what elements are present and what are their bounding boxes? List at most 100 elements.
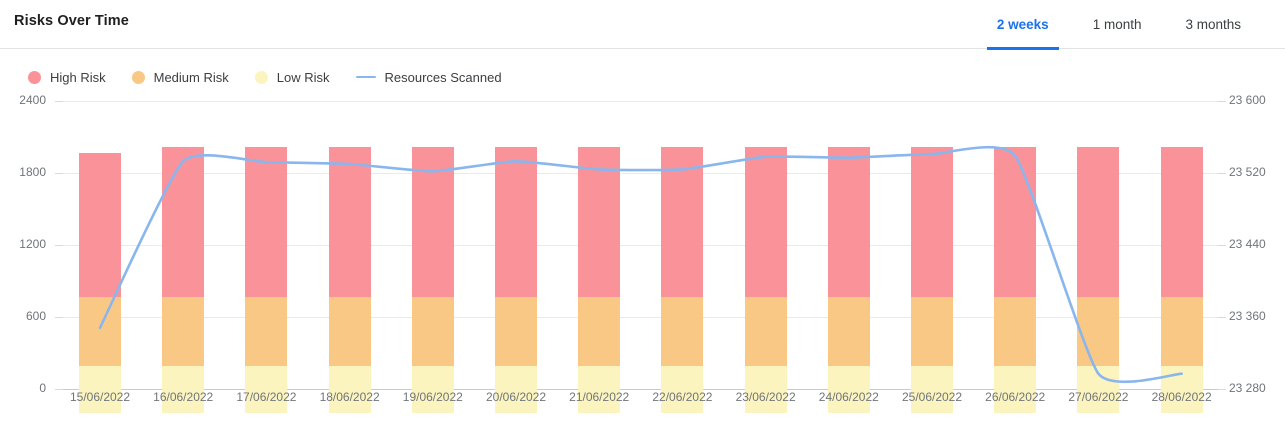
bar-segment-high-risk (495, 146, 537, 297)
stacked-bar[interactable] (1160, 146, 1203, 413)
chart-legend: High Risk Medium Risk Low Risk Resources… (0, 49, 1285, 91)
x-axis-label: 17/06/2022 (236, 390, 297, 404)
legend-label-resources-scanned: Resources Scanned (384, 69, 502, 85)
x-axis-label: 21/06/2022 (569, 390, 630, 404)
bar-segment-medium-risk (994, 296, 1037, 366)
bar-segment-medium-risk (744, 296, 787, 366)
bar-segment-medium-risk (79, 296, 121, 366)
y-axis-tick (55, 317, 63, 318)
x-axis-label: 16/06/2022 (153, 390, 214, 404)
stacked-bar[interactable] (245, 146, 288, 413)
y-axis-tick (55, 173, 63, 174)
x-axis-label: 24/06/2022 (818, 390, 879, 404)
y-axis-tick (1218, 389, 1226, 390)
stacked-bar[interactable] (411, 146, 454, 413)
legend-label-low-risk: Low Risk (276, 69, 330, 85)
bar-segment-medium-risk (162, 296, 205, 366)
bar-segment-high-risk (661, 146, 704, 297)
y-axis-right-label: 23 360 (1229, 309, 1266, 323)
stacked-bar[interactable] (328, 146, 371, 413)
legend-swatch-resources-scanned (355, 75, 376, 79)
y-axis-tick (55, 245, 63, 246)
y-axis-left-label: 0 (39, 381, 46, 395)
x-axis-label: 19/06/2022 (402, 390, 463, 404)
y-axis-right-label: 23 280 (1229, 381, 1266, 395)
x-axis-label: 27/06/2022 (1068, 390, 1129, 404)
stacked-bar[interactable] (994, 146, 1037, 413)
y-axis-left-label: 1800 (19, 165, 46, 179)
y-axis-right-label: 23 440 (1229, 237, 1266, 251)
stacked-bar[interactable] (79, 152, 121, 413)
gridline (63, 173, 1222, 174)
bar-segment-high-risk (827, 146, 870, 297)
x-axis-label: 20/06/2022 (485, 390, 547, 404)
stacked-bar[interactable] (911, 146, 953, 413)
y-axis-left-label: 1200 (19, 237, 46, 251)
gridline (63, 317, 1222, 318)
bar-segment-high-risk (411, 146, 454, 297)
x-axis-label: 23/06/2022 (735, 390, 796, 404)
bar-segment-high-risk (79, 152, 121, 297)
stacked-bar[interactable] (495, 146, 537, 413)
bar-segment-high-risk (578, 146, 621, 297)
legend-item-resources-scanned[interactable]: Resources Scanned (355, 69, 502, 85)
x-axis-label: 15/06/2022 (69, 390, 131, 404)
x-axis-label: 25/06/2022 (901, 390, 963, 404)
legend-item-high-risk[interactable]: High Risk (28, 70, 106, 85)
stacked-bar[interactable] (578, 146, 621, 413)
stacked-bar[interactable] (162, 146, 205, 413)
bar-segment-high-risk (744, 146, 787, 297)
bar-segment-medium-risk (1077, 296, 1120, 366)
bar-segment-medium-risk (578, 296, 621, 366)
bar-segment-medium-risk (411, 296, 454, 366)
tab-3-months[interactable]: 3 months (1185, 17, 1241, 32)
tab-1-month[interactable]: 1 month (1092, 17, 1142, 32)
bar-segment-medium-risk (911, 296, 953, 366)
page-title: Risks Over Time (14, 13, 129, 29)
legend-label-medium-risk: Medium Risk (153, 69, 229, 85)
gridline (63, 101, 1222, 102)
legend-item-medium-risk[interactable]: Medium Risk (131, 69, 229, 85)
bar-segment-medium-risk (827, 296, 870, 366)
chart-plot-area: 0 600 1200 1800 2400 23 280 23 360 23 440 23 520… (0, 91, 1285, 443)
legend-swatch-high-risk (28, 70, 41, 84)
legend-item-low-risk[interactable]: Low Risk (254, 69, 330, 85)
x-axis-label: 26/06/2022 (985, 390, 1046, 404)
y-axis-tick (55, 389, 63, 390)
bar-segment-high-risk (1077, 146, 1120, 297)
tab-2-weeks[interactable]: 2 weeks (975, 0, 1071, 50)
x-axis-label: 18/06/2022 (319, 390, 380, 404)
legend-label-high-risk: High Risk (50, 69, 106, 85)
bar-segment-high-risk (994, 146, 1037, 297)
bar-segment-medium-risk (1160, 296, 1203, 366)
stacked-bar[interactable] (744, 146, 787, 413)
bar-segment-medium-risk (328, 296, 371, 366)
y-axis-right-label: 23 600 (1229, 93, 1266, 107)
legend-swatch-low-risk (254, 70, 268, 84)
stacked-bar[interactable] (827, 146, 870, 413)
bar-segment-high-risk (911, 146, 953, 297)
bar-segment-medium-risk (661, 296, 704, 366)
bar-segment-high-risk (245, 146, 288, 297)
y-axis-left-label: 600 (25, 309, 46, 323)
x-axis-label: 22/06/2022 (652, 390, 713, 404)
y-axis-tick (1218, 101, 1226, 102)
stacked-bar[interactable] (1077, 146, 1120, 413)
bar-segment-high-risk (162, 146, 205, 297)
gridline (63, 245, 1222, 246)
bar-segment-medium-risk (495, 296, 537, 366)
y-axis-left-label: 2400 (19, 93, 46, 107)
bar-segment-medium-risk (245, 296, 288, 366)
y-axis-tick (1218, 317, 1226, 318)
x-axis-label: 28/06/2022 (1151, 390, 1212, 404)
bar-segment-high-risk (328, 146, 371, 297)
y-axis-tick (1218, 173, 1226, 174)
y-axis-tick (1218, 245, 1226, 246)
legend-swatch-medium-risk (131, 70, 145, 84)
y-axis-right-label: 23 520 (1229, 165, 1266, 179)
stacked-bar[interactable] (661, 146, 704, 413)
panel-header: Risks Over Time 2 weeks 1 month 3 months (0, 0, 1285, 50)
gridline (63, 389, 1222, 390)
bar-segment-high-risk (1160, 146, 1203, 297)
